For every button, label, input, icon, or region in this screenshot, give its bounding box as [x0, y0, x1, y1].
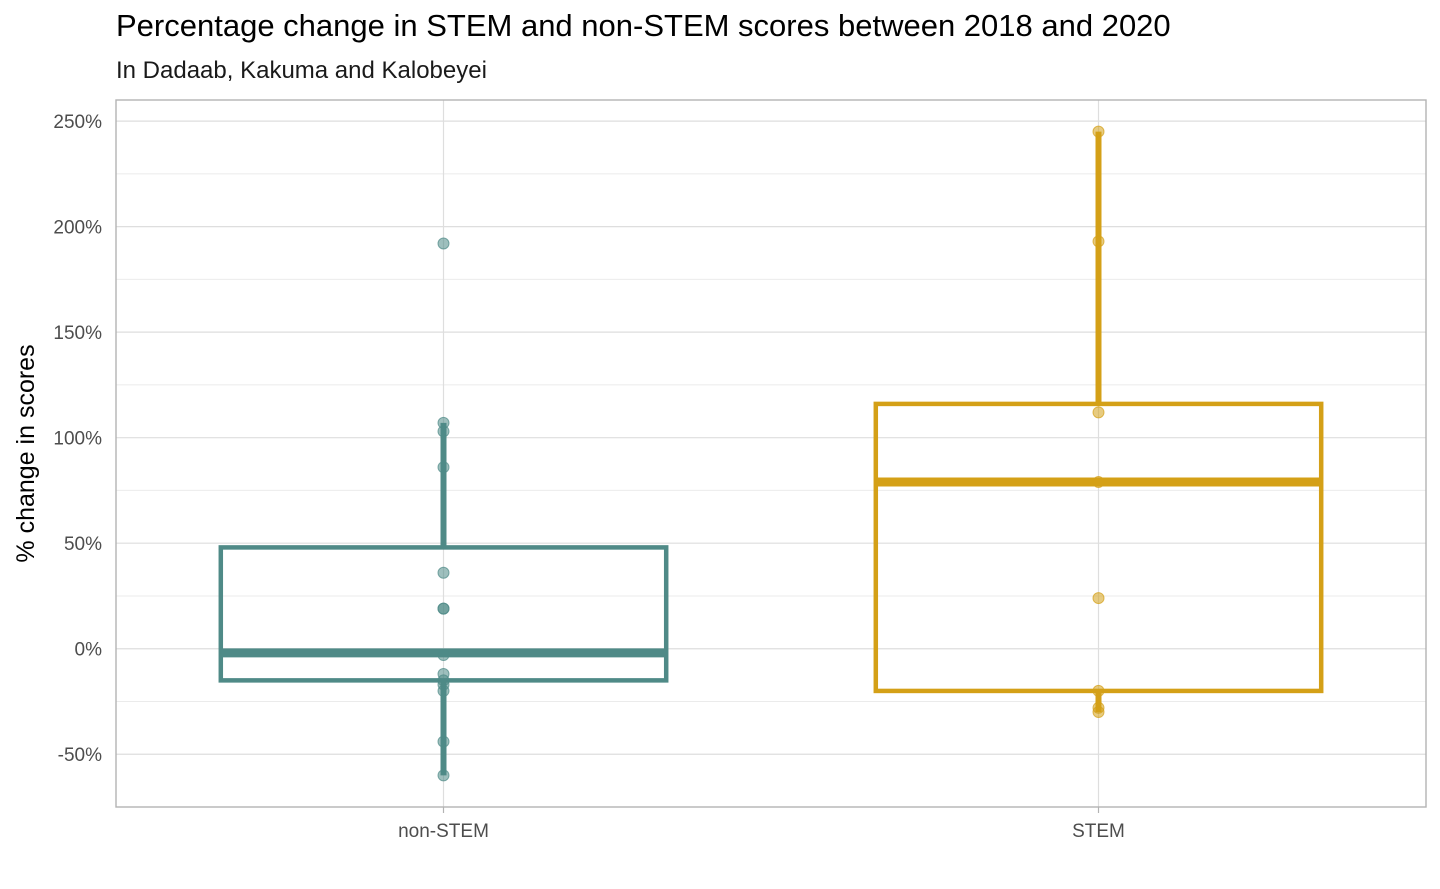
data-point: [437, 649, 450, 662]
y-tick-label: 200%: [53, 218, 102, 239]
y-tick-label: -50%: [58, 745, 102, 766]
y-tick-label: 0%: [75, 640, 103, 661]
data-point: [1092, 684, 1105, 697]
data-point: [437, 237, 450, 250]
chart-subtitle: In Dadaab, Kakuma and Kalobeyei: [116, 57, 487, 84]
data-point: [1092, 235, 1105, 248]
y-tick-label: 50%: [64, 534, 102, 555]
data-point: [1092, 406, 1105, 419]
data-point: [437, 684, 450, 697]
data-point: [437, 566, 450, 579]
data-point: [1092, 592, 1105, 605]
y-tick-label: 100%: [53, 429, 102, 450]
axis-layer: -50% 0% 50% 100% 150% 200% 250% non-STEM STEM: [53, 112, 1125, 842]
data-point: [1092, 125, 1105, 138]
box-stem: [873, 125, 1324, 719]
data-point: [437, 602, 450, 615]
data-point: [1092, 706, 1105, 719]
data-point: [437, 425, 450, 438]
chart-title: Percentage change in STEM and non-STEM s…: [116, 8, 1171, 43]
x-tick-label: non-STEM: [398, 821, 489, 842]
y-axis-title: % change in scores: [12, 344, 40, 562]
y-tick-label: 250%: [53, 112, 102, 133]
data-point: [437, 461, 450, 474]
x-tick-label: STEM: [1072, 821, 1125, 842]
panel-border: [115, 99, 1427, 808]
marks-layer: [218, 125, 1324, 782]
y-tick-label: 150%: [53, 323, 102, 344]
box-non-stem: [218, 237, 669, 782]
data-point: [437, 735, 450, 748]
grid-layer: [116, 100, 1426, 808]
data-point: [1092, 475, 1105, 488]
data-point: [437, 769, 450, 782]
